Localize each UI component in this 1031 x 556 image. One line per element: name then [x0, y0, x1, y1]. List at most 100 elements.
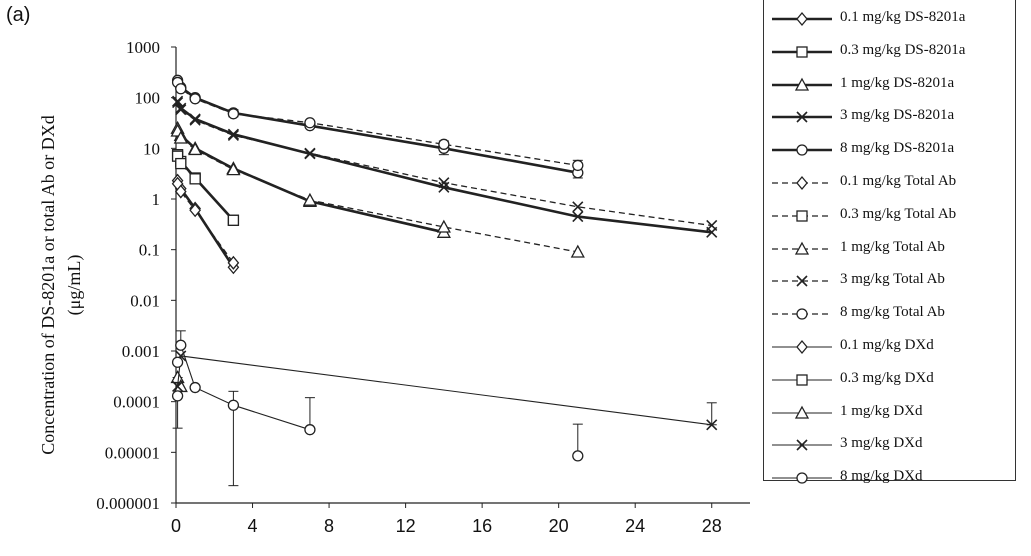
data-point — [173, 130, 188, 144]
legend-item: 1 mg/kg DS-8201a — [768, 69, 1013, 101]
legend-label: 0.1 mg/kg DXd — [840, 337, 934, 353]
y-tick-label: 0.01 — [130, 291, 160, 310]
legend-marker — [796, 275, 808, 287]
series-13 — [172, 350, 718, 431]
legend-swatch — [772, 275, 832, 287]
legend-item: 0.1 mg/kg DXd — [768, 331, 1013, 363]
series-9 — [171, 76, 584, 172]
legend-item: 0.3 mg/kg DS-8201a — [768, 36, 1013, 68]
legend-swatch — [772, 144, 832, 156]
legend-marker — [796, 472, 808, 484]
data-point — [188, 142, 203, 156]
data-point — [706, 419, 718, 431]
x-tick-label: 8 — [324, 516, 334, 536]
legend-swatch — [772, 439, 832, 451]
legend-label: 8 mg/kg DXd — [840, 468, 923, 485]
legend-marker — [796, 308, 808, 320]
data-point — [189, 173, 201, 185]
data-point — [189, 113, 201, 125]
series-6 — [171, 150, 240, 226]
data-point — [227, 399, 240, 411]
data-point — [302, 192, 318, 206]
legend-label: 0.3 mg/kg DXd — [840, 369, 934, 386]
legend-marker — [796, 339, 808, 355]
legend-swatch — [772, 472, 832, 484]
series-7 — [170, 123, 585, 258]
series-line — [177, 82, 578, 167]
data-point — [175, 83, 187, 95]
legend-item: 3 mg/kg DS-8201a — [768, 101, 1013, 133]
legend-marker — [796, 439, 808, 451]
legend-item: 0.3 mg/kg DXd — [768, 364, 1013, 396]
y-tick-label: 100 — [135, 89, 161, 108]
legend-swatch — [772, 308, 832, 320]
legend-marker — [794, 241, 810, 255]
legend-item: 0.1 mg/kg DS-8201a — [768, 3, 1013, 35]
legend-swatch — [772, 241, 832, 255]
data-point — [171, 390, 184, 402]
y-tick-label: 0.1 — [139, 241, 160, 260]
data-point — [572, 211, 584, 223]
series-8 — [172, 97, 718, 232]
data-point — [438, 177, 450, 189]
data-point — [227, 214, 240, 226]
y-axis-title: Concentration of DS-8201a or total Ab or… — [38, 115, 58, 454]
legend-swatch — [772, 339, 832, 355]
legend-label: 1 mg/kg DS-8201a — [840, 74, 955, 91]
data-point — [438, 138, 450, 150]
legend-marker — [796, 144, 808, 156]
data-point — [175, 157, 187, 170]
legend-marker — [796, 175, 808, 191]
legend-label: 3 mg/kg Total Ab — [840, 271, 945, 288]
legend-item: 0.3 mg/kg Total Ab — [768, 200, 1013, 232]
data-point — [189, 381, 201, 394]
panel-label: (a) — [6, 4, 31, 26]
legend-swatch — [772, 77, 832, 91]
data-point — [172, 95, 184, 107]
legend-label: 0.1 mg/kg Total Ab — [840, 173, 957, 189]
legend-item: 8 mg/kg DS-8201a — [768, 134, 1013, 166]
legend-label: 1 mg/kg Total Ab — [840, 238, 945, 255]
data-point — [226, 162, 241, 176]
series-line — [177, 130, 578, 253]
y-tick-label: 0.000001 — [96, 494, 160, 513]
legend-swatch — [772, 374, 832, 386]
legend-label: 0.3 mg/kg DS-8201a — [840, 41, 966, 58]
series-5 — [171, 176, 240, 270]
legend-label: 0.1 mg/kg DS-8201a — [840, 9, 966, 25]
data-point — [189, 93, 201, 105]
series-14 — [171, 339, 584, 462]
data-point — [227, 108, 240, 120]
legend-marker — [796, 11, 808, 27]
y-tick-label: 0.001 — [122, 342, 160, 361]
legend-swatch — [772, 210, 832, 222]
data-point — [438, 181, 450, 193]
legend-item: 8 mg/kg DXd — [768, 462, 1013, 494]
data-point — [189, 114, 201, 126]
data-point — [304, 117, 316, 129]
x-tick-label: 28 — [702, 516, 722, 536]
series-line — [180, 345, 311, 431]
data-point — [175, 339, 187, 351]
legend-item: 3 mg/kg DXd — [768, 429, 1013, 461]
y-tick-label: 10 — [143, 139, 160, 158]
series-4 — [171, 74, 584, 179]
y-tick-label: 0.0001 — [113, 393, 160, 412]
legend-label: 1 mg/kg DXd — [840, 402, 923, 419]
legend-marker — [794, 405, 810, 419]
series-line — [177, 355, 712, 426]
y-tick-label: 0.00001 — [105, 443, 160, 462]
legend-marker — [796, 210, 808, 222]
y-tick-label: 1000 — [126, 38, 160, 57]
data-point — [572, 450, 584, 462]
data-point — [706, 219, 718, 232]
legend: 0.1 mg/kg DS-8201a 0.3 mg/kg DS-8201a 1 mg… — [763, 0, 1016, 484]
data-point — [436, 219, 451, 233]
legend-item: 1 mg/kg DXd — [768, 397, 1013, 429]
y-tick-label: 1 — [152, 190, 161, 209]
legend-marker — [794, 77, 810, 91]
x-tick-label: 24 — [625, 516, 645, 536]
series-line — [176, 100, 712, 234]
legend-marker — [796, 111, 808, 123]
